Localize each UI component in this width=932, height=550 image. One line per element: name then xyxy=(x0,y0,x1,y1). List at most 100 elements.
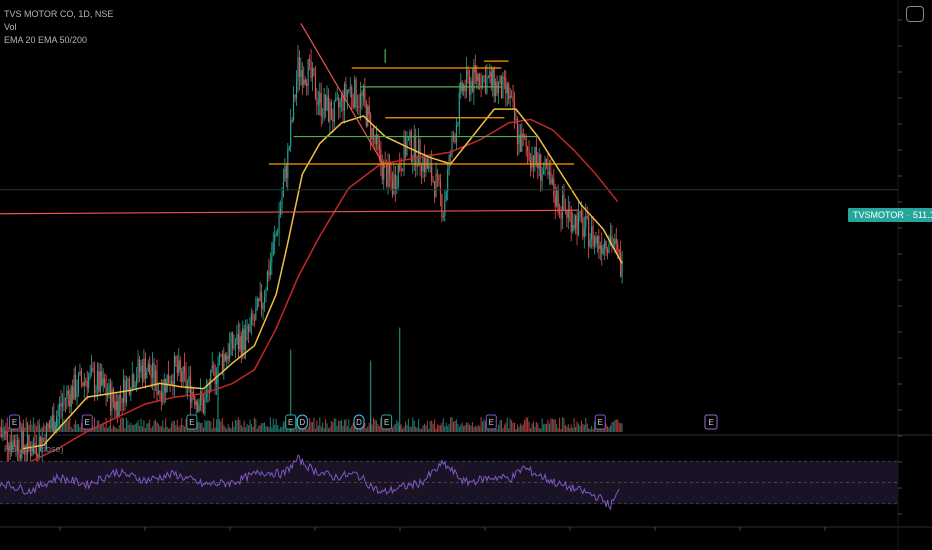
candle-body xyxy=(27,434,29,455)
candle-body xyxy=(13,439,16,447)
candle-body xyxy=(484,75,487,93)
volume-bar xyxy=(391,427,393,432)
candle-body xyxy=(547,165,549,175)
volume-bar xyxy=(178,426,180,432)
candle-body xyxy=(487,76,489,78)
volume-bar xyxy=(115,427,117,432)
volume-bar xyxy=(227,424,229,432)
candle-body xyxy=(101,371,103,386)
volume-bar xyxy=(263,422,266,432)
candle-body xyxy=(402,170,404,172)
candle-body xyxy=(147,363,149,372)
volume-bar xyxy=(545,423,548,432)
volume-bar xyxy=(559,417,561,432)
candle-body xyxy=(121,397,123,404)
candle-body xyxy=(495,81,497,97)
candle-body xyxy=(141,365,143,381)
volume-bar xyxy=(67,420,69,432)
volume-bar xyxy=(582,423,584,432)
volume-bar xyxy=(162,420,164,432)
volume-bar xyxy=(181,417,183,432)
volume-bar xyxy=(349,428,351,432)
candle-body xyxy=(375,134,378,144)
volume-bar xyxy=(550,418,552,432)
volume-bar xyxy=(108,426,110,432)
volume-bar xyxy=(261,423,263,432)
volume-bar xyxy=(548,423,550,432)
volume-bar xyxy=(176,419,178,432)
volume-bar xyxy=(579,425,581,432)
candle-body xyxy=(109,383,112,411)
volume-bar xyxy=(374,419,376,432)
volume-bar xyxy=(490,428,492,432)
volume-bar xyxy=(131,424,133,432)
volume-bar xyxy=(0,426,1,432)
candle-body xyxy=(265,290,267,298)
candle-body xyxy=(80,371,82,383)
svg-text:E: E xyxy=(189,418,194,427)
volume-bar xyxy=(70,426,72,432)
candle-body xyxy=(522,133,524,138)
candle-body xyxy=(354,79,356,108)
volume-bar xyxy=(111,428,113,432)
candle-body xyxy=(362,88,364,97)
candle-body xyxy=(216,378,218,384)
volume-bar xyxy=(104,427,106,432)
candle-body xyxy=(290,120,292,147)
candle-body xyxy=(165,378,167,393)
volume-bar xyxy=(319,417,321,432)
candle-body xyxy=(348,89,350,92)
volume-bar xyxy=(265,425,267,432)
event-marker: E xyxy=(594,414,606,430)
candle-body xyxy=(377,134,379,145)
volume-bar xyxy=(470,425,472,432)
volume-bar xyxy=(325,419,327,432)
candle-body xyxy=(239,335,241,350)
candle-body xyxy=(272,241,274,256)
candle-body xyxy=(391,180,393,195)
volume-bar xyxy=(380,417,382,432)
candle-body xyxy=(621,260,623,277)
volume-bar xyxy=(218,419,221,432)
volume-bar xyxy=(585,417,587,432)
volume-bar xyxy=(179,424,181,432)
candle-body xyxy=(66,391,68,399)
candle-body xyxy=(6,432,8,449)
event-marker: E xyxy=(485,414,497,430)
candle-body xyxy=(96,370,98,390)
candle-body xyxy=(313,67,315,77)
volume-bar xyxy=(282,421,284,432)
settings-icon[interactable] xyxy=(906,6,924,22)
candle-body xyxy=(300,70,302,77)
candle-body xyxy=(342,95,344,111)
candle-body xyxy=(70,386,72,407)
volume-bar xyxy=(201,422,203,432)
volume-bar xyxy=(149,419,151,432)
volume-bar xyxy=(80,422,82,432)
volume-bar xyxy=(166,426,168,432)
candle-body xyxy=(434,181,436,197)
candle-body xyxy=(154,370,157,386)
candle-body xyxy=(387,161,389,187)
candle-body xyxy=(24,447,26,454)
candle-body xyxy=(227,355,229,360)
candle-body xyxy=(399,165,401,170)
volume-bar xyxy=(450,417,452,432)
volume-bar xyxy=(429,420,431,432)
candle-body xyxy=(579,211,581,214)
candle-body xyxy=(577,213,580,235)
candle-body xyxy=(490,71,492,86)
volume-bar xyxy=(412,417,414,432)
volume-bar xyxy=(295,417,298,432)
volume-bar xyxy=(468,424,471,432)
candle-body xyxy=(516,118,518,145)
volume-bar xyxy=(375,420,378,432)
event-marker: D xyxy=(353,414,365,430)
volume-bar xyxy=(309,418,311,432)
candle-body xyxy=(323,94,325,116)
volume-bar xyxy=(591,426,593,432)
candle-body xyxy=(367,105,369,126)
svg-text:E: E xyxy=(598,418,603,427)
candle-body xyxy=(279,207,282,215)
